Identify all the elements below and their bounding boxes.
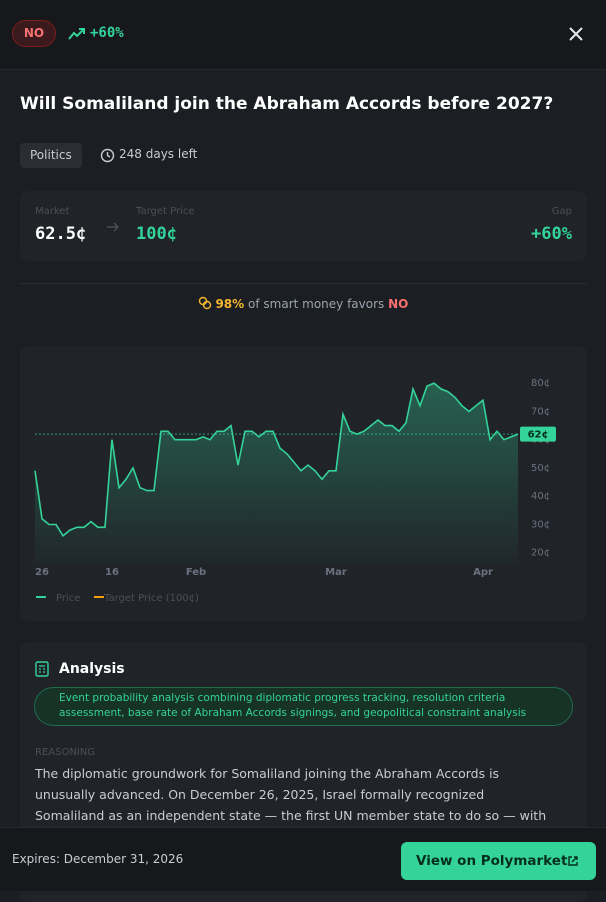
category-tag: Politics (20, 143, 82, 168)
side-badge: NO (12, 20, 56, 47)
y-tick-label: 40¢ (531, 491, 550, 502)
expires: Expires: December 31, 2026 (12, 852, 184, 866)
footer: Expires: December 31, 2026 View on Polym… (0, 827, 606, 891)
clock-icon (100, 148, 115, 163)
chart: 20¢30¢40¢50¢60¢70¢80¢2616FebMarApr62¢Pri… (34, 378, 556, 604)
target-label: Target Price (136, 206, 195, 217)
smart-money-percent: 98% (215, 297, 245, 311)
x-tick-label: Feb (186, 567, 206, 578)
current-price-tag (520, 426, 556, 442)
reasoning-label: REASONING (35, 747, 95, 758)
x-tick-label: Apr (473, 567, 493, 578)
analysis-icon (35, 661, 49, 677)
analysis-title: Analysis (59, 661, 125, 677)
y-tick-label: 30¢ (531, 519, 550, 530)
legend-label: Price (56, 593, 80, 604)
button-label: View on Polymarket (416, 853, 568, 869)
smart-money-text: of smart money favors (248, 297, 385, 311)
polymarket-button[interactable]: View on Polymarket (401, 842, 596, 880)
price-area (35, 383, 518, 564)
divider (20, 283, 587, 284)
gap-value: +60% (531, 224, 572, 244)
x-tick-label: 16 (105, 567, 119, 578)
legend-label: Target Price (100¢) (103, 593, 199, 604)
price-line (34, 382, 519, 537)
target-value: 100¢ (136, 224, 177, 244)
coins-icon (198, 296, 211, 310)
method-tag: Event probability analysis combining dip… (34, 687, 573, 726)
current-price-label: 62¢ (528, 430, 549, 441)
change: +60% (90, 25, 124, 41)
stats-card: Market 62.5¢ Target Price 100¢ Gap +60% (20, 191, 587, 261)
external-icon (568, 856, 578, 866)
close-button[interactable] (568, 26, 584, 42)
smart-money-side: NO (388, 297, 409, 311)
arrow-icon (107, 222, 119, 232)
time-left: 248 days left (119, 147, 198, 161)
header: NO +60% (0, 0, 606, 70)
y-tick-label: 50¢ (531, 463, 550, 474)
smart-money: 98% of smart money favors NO (0, 296, 606, 311)
x-tick-label: Mar (325, 567, 347, 578)
market-value: 62.5¢ (35, 224, 87, 244)
y-tick-label: 80¢ (531, 378, 550, 389)
market-label: Market (35, 206, 70, 217)
y-tick-label: 20¢ (531, 548, 550, 559)
gap-label: Gap (551, 206, 572, 217)
x-tick-label: 26 (35, 567, 49, 578)
reasoning: The diplomatic groundwork for Somaliland… (35, 766, 547, 844)
question: Will Somaliland join the Abraham Accords… (20, 94, 554, 114)
trend-icon (68, 28, 85, 40)
y-tick-label: 70¢ (531, 406, 550, 417)
